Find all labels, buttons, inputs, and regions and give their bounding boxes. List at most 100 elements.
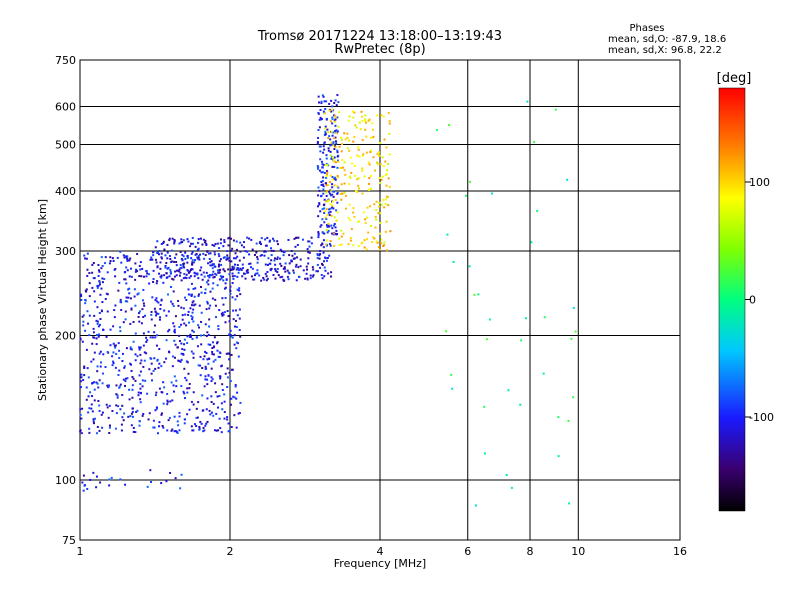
data-point	[182, 390, 185, 393]
data-point	[129, 362, 132, 365]
data-point	[182, 264, 185, 267]
data-point	[319, 108, 322, 111]
data-point	[105, 403, 108, 406]
data-point	[173, 356, 176, 359]
data-point	[332, 144, 335, 147]
data-point	[447, 124, 450, 127]
data-point	[112, 360, 115, 363]
data-point	[202, 426, 205, 429]
data-point	[165, 261, 168, 264]
data-point	[249, 262, 252, 265]
data-point	[355, 189, 358, 192]
data-point	[381, 175, 384, 178]
data-point	[348, 175, 351, 178]
data-point	[445, 330, 448, 333]
data-point	[333, 156, 336, 159]
data-point	[139, 268, 142, 271]
data-point	[157, 251, 160, 254]
data-point	[190, 293, 193, 296]
data-point	[384, 230, 387, 233]
data-point	[282, 267, 285, 270]
data-point	[193, 271, 196, 274]
data-point	[204, 378, 207, 381]
data-point	[202, 430, 205, 433]
data-point	[336, 174, 339, 177]
data-point	[196, 272, 199, 275]
data-point	[203, 257, 206, 260]
data-point	[150, 313, 153, 316]
data-point	[147, 330, 150, 333]
data-point	[227, 430, 230, 433]
data-point	[330, 157, 333, 160]
data-point	[102, 353, 105, 356]
data-point	[171, 399, 174, 402]
data-point	[80, 432, 83, 435]
data-point	[239, 241, 242, 244]
data-point	[333, 223, 336, 226]
data-point	[220, 365, 223, 368]
data-point	[101, 277, 104, 280]
data-point	[335, 140, 338, 143]
data-point	[79, 413, 82, 416]
data-point	[122, 321, 125, 324]
data-point	[192, 391, 195, 394]
data-point	[233, 334, 236, 337]
data-point	[367, 182, 370, 185]
data-point	[167, 293, 170, 296]
data-point	[106, 384, 109, 387]
data-point	[133, 288, 136, 291]
data-point	[256, 256, 259, 259]
data-point	[140, 275, 143, 278]
data-point	[247, 271, 250, 274]
data-point	[91, 342, 94, 345]
data-point	[324, 130, 327, 133]
data-point	[334, 198, 337, 201]
data-point	[101, 265, 104, 268]
data-point	[124, 377, 127, 380]
x-tick-label: 2	[227, 545, 234, 558]
data-point	[175, 430, 178, 433]
data-point	[353, 111, 356, 114]
data-point	[180, 352, 183, 355]
data-point	[510, 486, 513, 489]
data-point	[222, 268, 225, 271]
data-point	[141, 267, 144, 270]
data-point	[95, 475, 98, 478]
data-point	[100, 413, 103, 416]
data-point	[216, 284, 219, 287]
data-point	[163, 309, 166, 312]
data-point	[153, 331, 156, 334]
data-point	[329, 174, 332, 177]
data-point	[117, 373, 120, 376]
data-point	[98, 281, 101, 284]
data-point	[329, 154, 332, 157]
data-point	[216, 395, 219, 398]
data-point	[205, 422, 208, 425]
data-point	[133, 295, 136, 298]
data-point	[137, 292, 140, 295]
data-point	[317, 231, 320, 234]
data-point	[173, 375, 176, 378]
data-point	[180, 257, 183, 260]
data-point	[316, 270, 319, 273]
data-point	[211, 353, 214, 356]
data-point	[265, 279, 268, 282]
data-point	[329, 244, 332, 247]
data-point	[557, 416, 560, 419]
data-point	[378, 151, 381, 154]
data-point	[145, 340, 148, 343]
data-point	[100, 310, 103, 313]
data-point	[283, 267, 286, 270]
data-point	[158, 421, 161, 424]
data-point	[323, 171, 326, 174]
data-point	[326, 128, 329, 131]
data-point	[237, 355, 240, 358]
data-point	[125, 256, 128, 259]
data-point	[165, 357, 168, 360]
data-point	[377, 246, 380, 249]
data-point	[181, 318, 184, 321]
data-point	[252, 278, 255, 281]
data-point	[238, 269, 241, 272]
data-point	[89, 391, 92, 394]
data-point	[340, 198, 343, 201]
